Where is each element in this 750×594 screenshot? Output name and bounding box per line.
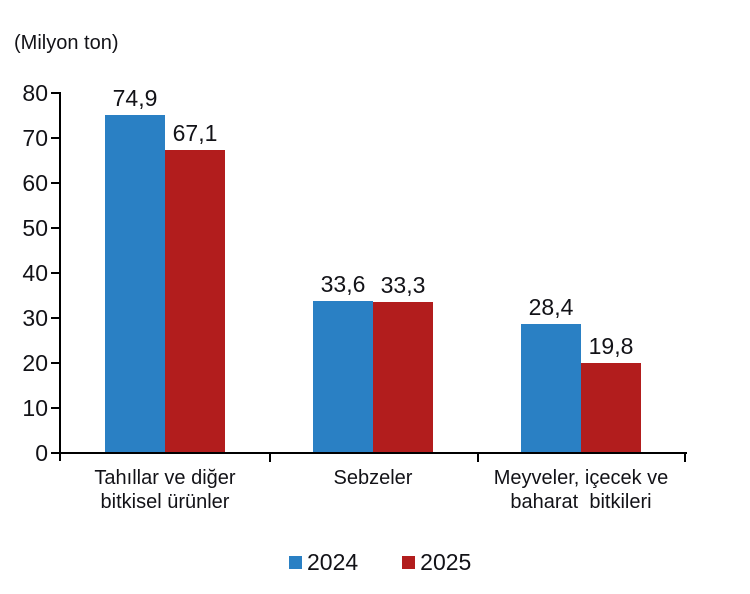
y-tick-mark <box>51 137 60 139</box>
x-tick-mark <box>684 452 686 462</box>
y-tick-label: 70 <box>22 125 48 151</box>
legend-swatch-2024 <box>289 555 302 569</box>
value-label: 67,1 <box>172 120 218 146</box>
legend-item-2024: 2024 <box>289 549 358 575</box>
y-tick-mark <box>51 182 60 184</box>
value-label: 33,6 <box>320 271 366 297</box>
category-label: Meyveler, içecek ve baharat bitkileri <box>451 466 711 514</box>
category-label-line: Meyveler, içecek ve <box>493 467 669 489</box>
x-tick-mark <box>477 452 479 462</box>
y-tick-mark <box>51 452 60 454</box>
y-axis-unit-label: (Milyon ton) <box>14 32 119 54</box>
category-label: Sebzeler <box>243 466 503 490</box>
y-axis-line <box>59 92 61 461</box>
legend-label: 2025 <box>420 549 472 575</box>
category-label: Tahıllar ve diğer bitkisel ürünler <box>35 466 295 514</box>
x-axis-line <box>59 452 687 454</box>
category-label-line: bitkisel ürünler <box>100 491 230 513</box>
y-tick-mark <box>51 92 60 94</box>
y-tick-label: 30 <box>22 305 48 331</box>
legend: 2024 2025 <box>289 549 471 575</box>
value-label: 33,3 <box>380 272 426 298</box>
y-tick-mark <box>51 227 60 229</box>
y-tick-label: 40 <box>22 260 48 286</box>
value-label: 74,9 <box>112 85 158 111</box>
y-tick-label: 80 <box>22 80 48 106</box>
y-tick-mark <box>51 272 60 274</box>
bar-2024 <box>105 115 165 452</box>
value-label: 19,8 <box>588 333 634 359</box>
legend-label: 2024 <box>307 549 359 575</box>
category-label-line: Sebzeler <box>333 467 413 489</box>
legend-swatch-2025 <box>402 555 416 569</box>
x-tick-mark <box>269 452 271 462</box>
y-tick-label: 60 <box>22 170 48 196</box>
bar-2025 <box>581 363 641 452</box>
bar-2025 <box>165 150 225 452</box>
bar-2025 <box>373 302 433 452</box>
y-tick-mark <box>51 362 60 364</box>
y-tick-label: 50 <box>22 215 48 241</box>
bar-2024 <box>521 324 581 452</box>
bar-2024 <box>313 301 373 452</box>
y-tick-mark <box>51 317 60 319</box>
y-tick-mark <box>51 407 60 409</box>
y-tick-label: 0 <box>35 440 48 466</box>
category-label-line: Tahıllar ve diğer <box>94 467 236 489</box>
category-label-line: baharat bitkileri <box>510 491 652 513</box>
value-label: 28,4 <box>528 294 574 320</box>
y-tick-label: 10 <box>22 395 48 421</box>
legend-item-2025: 2025 <box>402 549 471 575</box>
y-tick-label: 20 <box>22 350 48 376</box>
